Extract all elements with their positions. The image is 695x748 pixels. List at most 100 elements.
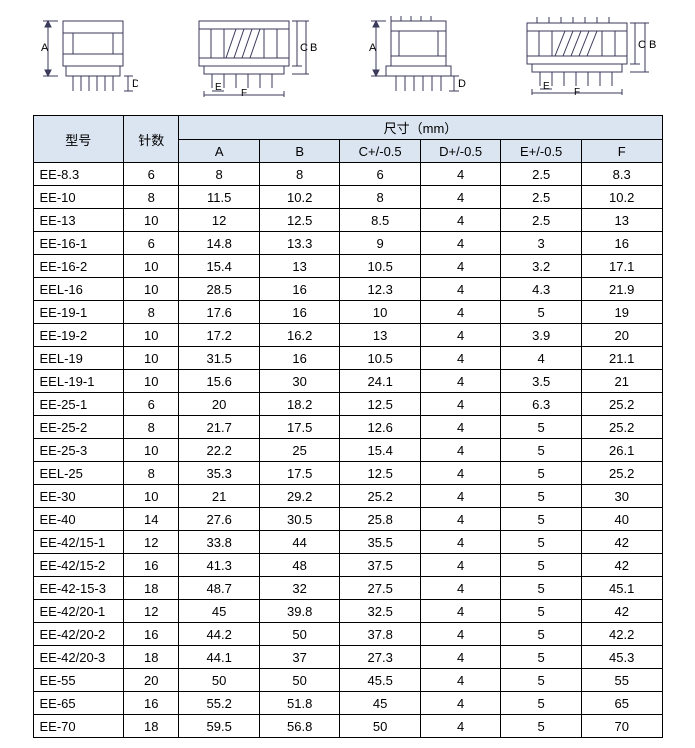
dim-label-a: A <box>41 42 49 54</box>
cell-d: 4 <box>420 669 501 692</box>
cell-model: EE-16-1 <box>33 232 124 255</box>
dim-label-f2: F <box>574 87 580 98</box>
cell-model: EE-42/15-2 <box>33 554 124 577</box>
cell-a: 14.8 <box>179 232 260 255</box>
table-row: EE-701859.556.8504570 <box>33 715 662 738</box>
header-c: C+/-0.5 <box>340 140 421 163</box>
cell-a: 55.2 <box>179 692 260 715</box>
cell-c: 15.4 <box>340 439 421 462</box>
cell-model: EE-65 <box>33 692 124 715</box>
cell-d: 4 <box>420 347 501 370</box>
cell-pins: 8 <box>124 416 179 439</box>
cell-c: 27.3 <box>340 646 421 669</box>
cell-e: 5 <box>501 692 582 715</box>
cell-f: 21.9 <box>581 278 662 301</box>
cell-f: 42 <box>581 554 662 577</box>
cell-e: 5 <box>501 301 582 324</box>
cell-b: 25 <box>259 439 340 462</box>
cell-d: 4 <box>420 623 501 646</box>
cell-d: 4 <box>420 715 501 738</box>
cell-f: 17.1 <box>581 255 662 278</box>
cell-f: 25.2 <box>581 393 662 416</box>
diagram-1: A D <box>28 13 138 98</box>
cell-f: 45.3 <box>581 646 662 669</box>
table-row: EE-16-21015.41310.543.217.1 <box>33 255 662 278</box>
cell-pins: 18 <box>124 646 179 669</box>
cell-c: 32.5 <box>340 600 421 623</box>
cell-c: 37.5 <box>340 554 421 577</box>
header-dimensions: 尺寸（mm） <box>179 116 662 140</box>
cell-b: 44 <box>259 531 340 554</box>
cell-b: 16.2 <box>259 324 340 347</box>
cell-e: 5 <box>501 508 582 531</box>
diagram-4: C B E F <box>507 13 667 98</box>
cell-a: 31.5 <box>179 347 260 370</box>
cell-d: 4 <box>420 393 501 416</box>
cell-a: 17.2 <box>179 324 260 347</box>
cell-b: 12.5 <box>259 209 340 232</box>
cell-pins: 10 <box>124 255 179 278</box>
cell-c: 10.5 <box>340 347 421 370</box>
table-row: EE-16-1614.813.394316 <box>33 232 662 255</box>
cell-b: 51.8 <box>259 692 340 715</box>
dim-label-d2: D <box>458 78 466 90</box>
cell-f: 21.1 <box>581 347 662 370</box>
cell-a: 8 <box>179 163 260 186</box>
cell-f: 70 <box>581 715 662 738</box>
cell-pins: 14 <box>124 508 179 531</box>
cell-e: 5 <box>501 646 582 669</box>
cell-f: 8.3 <box>581 163 662 186</box>
cell-model: EE-42/20-2 <box>33 623 124 646</box>
diagram-3: A D <box>361 13 471 98</box>
dim-label-b2: B <box>649 39 656 51</box>
cell-e: 5 <box>501 623 582 646</box>
cell-e: 5 <box>501 669 582 692</box>
cell-model: EE-42/20-3 <box>33 646 124 669</box>
cell-b: 13.3 <box>259 232 340 255</box>
cell-c: 13 <box>340 324 421 347</box>
dim-label-d: D <box>132 78 138 90</box>
cell-b: 29.2 <box>259 485 340 508</box>
cell-c: 10.5 <box>340 255 421 278</box>
cell-d: 4 <box>420 232 501 255</box>
cell-model: EEL-19 <box>33 347 124 370</box>
cell-b: 13 <box>259 255 340 278</box>
cell-c: 6 <box>340 163 421 186</box>
cell-f: 40 <box>581 508 662 531</box>
cell-f: 25.2 <box>581 416 662 439</box>
table-row: EE-25-31022.22515.44526.1 <box>33 439 662 462</box>
table-row: EE-42/15-21641.34837.54542 <box>33 554 662 577</box>
cell-model: EE-19-1 <box>33 301 124 324</box>
cell-model: EE-10 <box>33 186 124 209</box>
header-e: E+/-0.5 <box>501 140 582 163</box>
cell-b: 37 <box>259 646 340 669</box>
dim-label-a2: A <box>369 42 377 54</box>
table-row: EE-42/20-21644.25037.84542.2 <box>33 623 662 646</box>
cell-f: 65 <box>581 692 662 715</box>
cell-f: 55 <box>581 669 662 692</box>
table-row: EE-5520505045.54555 <box>33 669 662 692</box>
cell-model: EE-42/20-1 <box>33 600 124 623</box>
cell-b: 10.2 <box>259 186 340 209</box>
cell-c: 45 <box>340 692 421 715</box>
cell-model: EE-42/15-1 <box>33 531 124 554</box>
cell-f: 45.1 <box>581 577 662 600</box>
cell-a: 44.1 <box>179 646 260 669</box>
cell-a: 44.2 <box>179 623 260 646</box>
cell-e: 5 <box>501 531 582 554</box>
cell-b: 50 <box>259 623 340 646</box>
cell-pins: 10 <box>124 370 179 393</box>
cell-model: EEL-16 <box>33 278 124 301</box>
cell-f: 19 <box>581 301 662 324</box>
table-row: EE-8.3688642.58.3 <box>33 163 662 186</box>
table-header: 型号 针数 尺寸（mm） A B C+/-0.5 D+/-0.5 E+/-0.5… <box>33 116 662 163</box>
cell-a: 59.5 <box>179 715 260 738</box>
cell-f: 16 <box>581 232 662 255</box>
cell-c: 50 <box>340 715 421 738</box>
cell-model: EE-70 <box>33 715 124 738</box>
cell-c: 35.5 <box>340 531 421 554</box>
header-pins: 针数 <box>124 116 179 163</box>
cell-model: EE-42-15-3 <box>33 577 124 600</box>
table-row: EE-25-2821.717.512.64525.2 <box>33 416 662 439</box>
cell-d: 4 <box>420 485 501 508</box>
